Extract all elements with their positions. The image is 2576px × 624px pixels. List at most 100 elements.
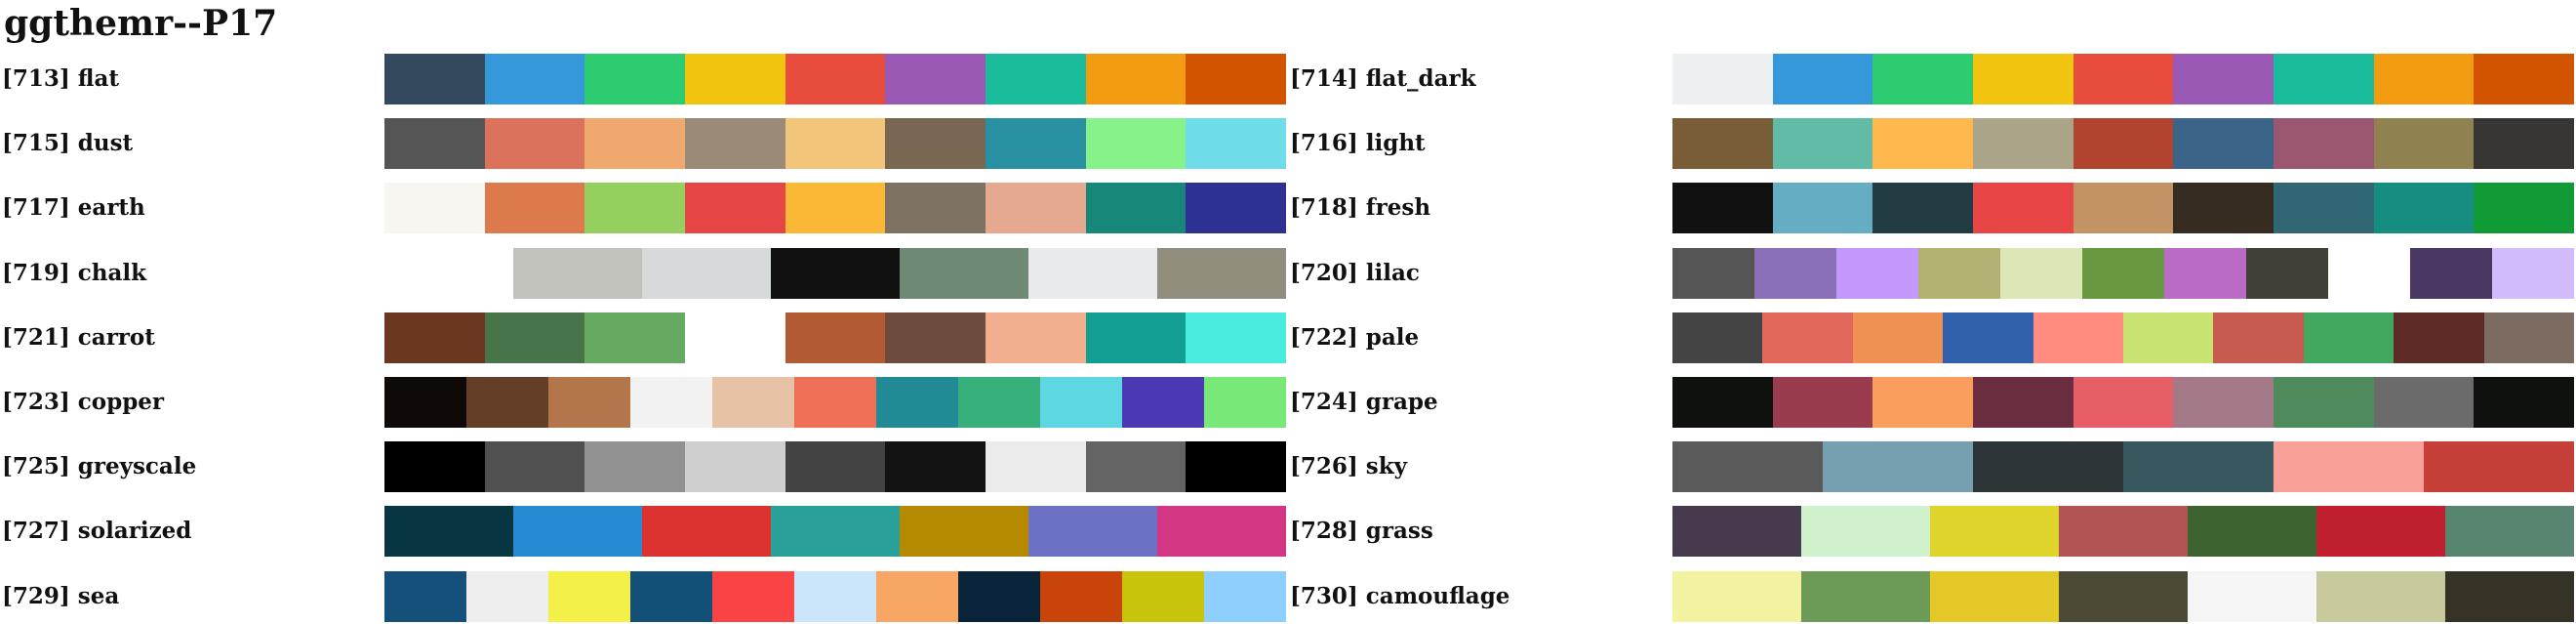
color-swatch: [1186, 118, 1287, 170]
palette-label: [727] solarized: [2, 518, 192, 545]
color-swatch: [2445, 506, 2574, 558]
palette-label: [717] earth: [2, 194, 145, 222]
color-swatch: [2164, 247, 2246, 299]
color-swatch: [2474, 54, 2575, 104]
color-swatch: [384, 54, 485, 104]
color-swatch: [384, 441, 485, 493]
color-swatch: [584, 441, 686, 493]
color-swatch: [2410, 247, 2492, 299]
color-swatch: [1122, 570, 1204, 622]
palette-strip: [384, 54, 1287, 104]
color-swatch: [1672, 441, 1823, 493]
color-swatch: [1085, 183, 1187, 234]
palette-strip: [1672, 183, 2575, 234]
color-swatch: [642, 506, 771, 558]
palette-label: [713] flat: [2, 65, 120, 92]
color-swatch: [785, 312, 886, 363]
color-swatch: [466, 570, 548, 622]
color-swatch: [1930, 506, 2059, 558]
color-swatch: [384, 183, 485, 234]
color-swatch: [1801, 506, 1930, 558]
color-swatch: [2316, 570, 2445, 622]
color-swatch: [771, 506, 900, 558]
color-swatch: [2033, 312, 2124, 363]
color-swatch: [1973, 54, 2073, 104]
color-swatch: [1672, 118, 1773, 170]
color-swatch: [384, 312, 485, 363]
color-swatch: [1186, 183, 1287, 234]
color-swatch: [2274, 118, 2374, 170]
color-swatch: [1973, 377, 2073, 428]
color-swatch: [785, 183, 886, 234]
color-swatch: [513, 506, 642, 558]
color-swatch: [986, 54, 1086, 104]
color-swatch: [384, 506, 513, 558]
color-swatch: [1028, 506, 1157, 558]
color-swatch: [986, 118, 1086, 170]
color-swatch: [1772, 54, 1873, 104]
color-swatch: [584, 183, 686, 234]
color-swatch: [384, 247, 513, 299]
color-swatch: [2316, 506, 2445, 558]
color-swatch: [885, 312, 986, 363]
color-swatch: [1186, 312, 1287, 363]
palette-label: [726] sky: [1290, 453, 1408, 480]
color-swatch: [2373, 118, 2475, 170]
color-swatch: [2213, 312, 2304, 363]
color-swatch: [2373, 377, 2475, 428]
color-swatch: [885, 54, 986, 104]
color-swatch: [384, 377, 466, 428]
palette-label: [729] sea: [2, 582, 120, 609]
color-swatch: [630, 377, 712, 428]
color-swatch: [2246, 247, 2328, 299]
color-swatch: [958, 570, 1040, 622]
color-swatch: [1672, 54, 1773, 104]
color-swatch: [1040, 570, 1122, 622]
color-swatch: [1973, 118, 2073, 170]
color-swatch: [2173, 183, 2274, 234]
color-swatch: [513, 247, 642, 299]
color-swatch: [1157, 506, 1286, 558]
color-swatch: [1836, 247, 1918, 299]
color-swatch: [2173, 54, 2274, 104]
palette-label: [725] greyscale: [2, 453, 197, 480]
color-swatch: [2173, 118, 2274, 170]
color-swatch: [484, 312, 585, 363]
palette-strip: [384, 247, 1286, 299]
color-swatch: [642, 247, 771, 299]
color-swatch: [712, 377, 794, 428]
palette-label: [721] carrot: [2, 323, 155, 351]
palette-label: [719] chalk: [2, 259, 147, 286]
color-swatch: [1085, 312, 1187, 363]
palette-label: [722] pale: [1290, 323, 1420, 351]
palette-strip: [1672, 570, 2574, 622]
color-swatch: [584, 54, 686, 104]
color-swatch: [2123, 312, 2214, 363]
palette-strip: [1672, 312, 2575, 363]
palette-strip: [1672, 247, 2574, 299]
color-swatch: [685, 118, 785, 170]
color-swatch: [785, 118, 886, 170]
palette-label: [715] dust: [2, 130, 134, 157]
palette-strip: [384, 118, 1287, 170]
color-swatch: [2303, 312, 2395, 363]
color-swatch: [1672, 506, 1801, 558]
color-swatch: [1872, 118, 1974, 170]
color-swatch: [885, 441, 986, 493]
color-swatch: [2073, 54, 2174, 104]
color-swatch: [794, 570, 876, 622]
palette-label: [728] grass: [1290, 518, 1433, 545]
color-swatch: [2073, 377, 2174, 428]
color-swatch: [1918, 247, 2000, 299]
color-swatch: [2492, 247, 2574, 299]
color-swatch: [1973, 441, 2123, 493]
palette-label: [723] copper: [2, 389, 165, 415]
palette-label: [718] fresh: [1290, 194, 1431, 222]
color-swatch: [1157, 247, 1286, 299]
color-swatch: [2274, 183, 2374, 234]
color-swatch: [785, 441, 886, 493]
color-swatch: [1085, 118, 1187, 170]
palette-label: [716] light: [1290, 130, 1426, 157]
color-swatch: [2445, 570, 2574, 622]
color-swatch: [1204, 377, 1286, 428]
